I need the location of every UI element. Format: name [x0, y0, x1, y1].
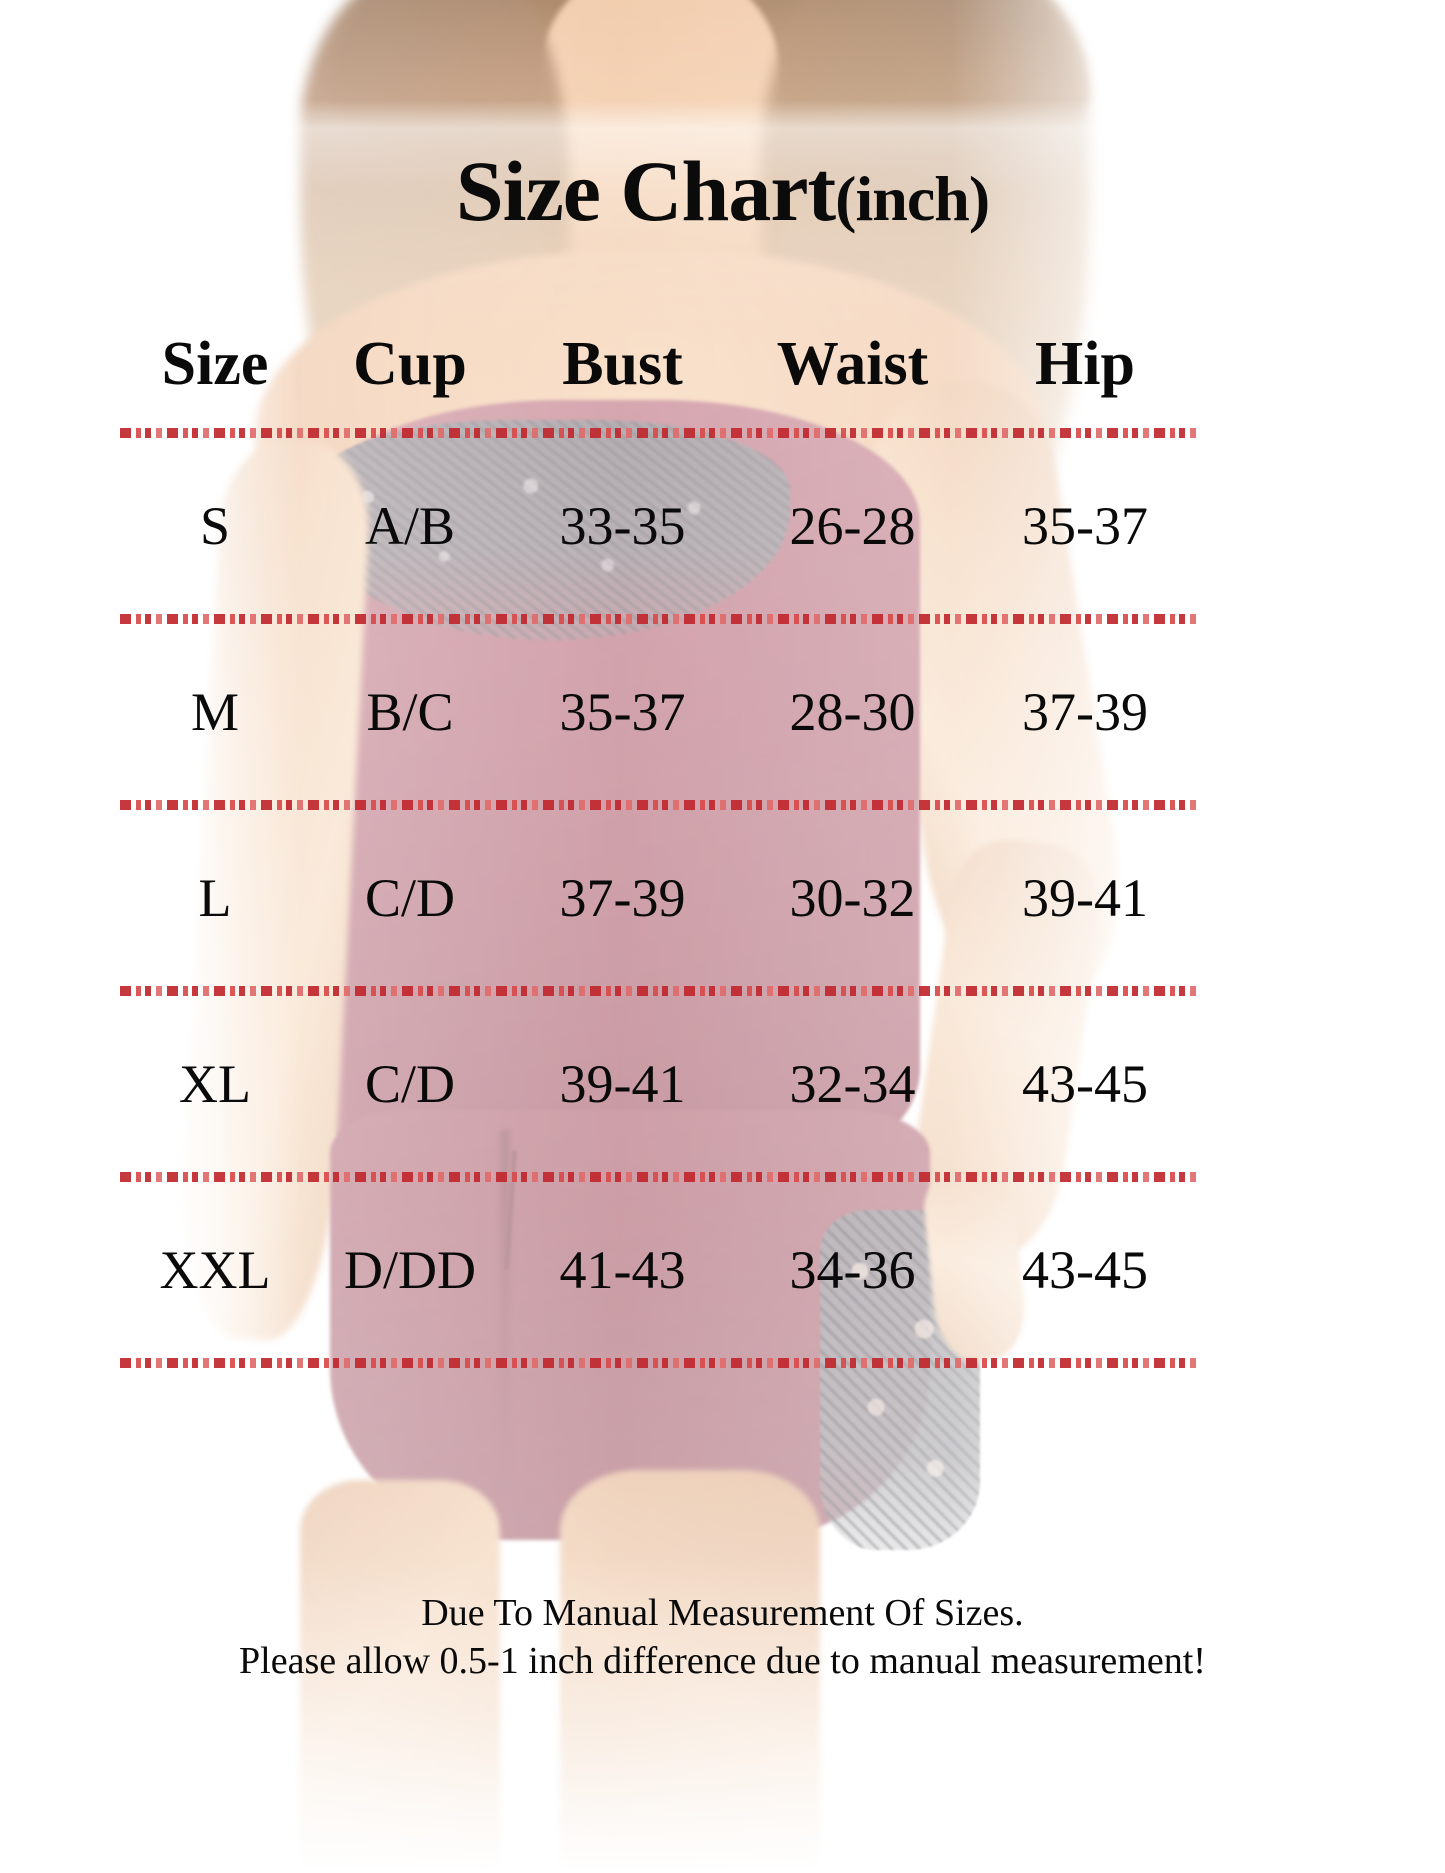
cell-waist: 30-32: [789, 868, 916, 928]
table-row: XXL D/DD 41-43 34-36 43-45: [120, 1182, 1200, 1358]
cell-waist: 26-28: [789, 496, 916, 556]
table-row: S A/B 33-35 26-28 35-37: [120, 438, 1200, 614]
column-header-cup: Cup: [353, 330, 467, 398]
cell-bust: 35-37: [559, 682, 686, 742]
row-divider: [120, 1358, 1200, 1368]
cell-cup: A/B: [364, 496, 456, 556]
cell-cup: C/D: [364, 1054, 456, 1114]
row-divider: [120, 986, 1200, 996]
cell-waist: 28-30: [789, 682, 916, 742]
size-table: Size Cup Bust Waist Hip S A/B 33-35 26-2…: [120, 300, 1200, 1368]
column-header-bust: Bust: [562, 330, 683, 398]
row-divider: [120, 1172, 1200, 1182]
column-header-size: Size: [161, 330, 269, 398]
row-divider: [120, 428, 1200, 438]
cell-hip: 43-45: [1022, 1240, 1148, 1300]
cell-size: XXL: [159, 1240, 271, 1300]
column-header-waist: Waist: [776, 330, 929, 398]
cell-size: L: [198, 868, 232, 928]
footer-line-2: Please allow 0.5-1 inch difference due t…: [239, 1639, 1206, 1682]
table-header-row: Size Cup Bust Waist Hip: [120, 300, 1200, 428]
footer-line-1: Due To Manual Measurement Of Sizes.: [421, 1592, 1024, 1634]
page-title: Size Chart(inch): [0, 148, 1445, 234]
table-row: M B/C 35-37 28-30 37-39: [120, 624, 1200, 800]
cell-cup: D/DD: [344, 1240, 476, 1300]
table-row: XL C/D 39-41 32-34 43-45: [120, 996, 1200, 1172]
footer-note: Due To Manual Measurement Of Sizes. Plea…: [0, 1590, 1445, 1685]
cell-hip: 35-37: [1022, 496, 1148, 556]
page-title-unit: (inch): [835, 163, 990, 234]
cell-waist: 34-36: [789, 1240, 916, 1300]
cell-size: S: [199, 496, 231, 556]
cell-hip: 39-41: [1022, 868, 1148, 928]
cell-hip: 43-45: [1022, 1054, 1148, 1114]
row-divider: [120, 614, 1200, 624]
cell-cup: C/D: [364, 868, 456, 928]
cell-hip: 37-39: [1022, 682, 1148, 742]
cell-bust: 39-41: [559, 1054, 686, 1114]
cell-bust: 41-43: [559, 1240, 686, 1300]
cell-size: XL: [179, 1054, 251, 1114]
photo-left-white-margin: [0, 0, 150, 1873]
page-title-main: Size Chart: [455, 143, 836, 239]
column-header-hip: Hip: [1035, 330, 1135, 398]
table-row: L C/D 37-39 30-32 39-41: [120, 810, 1200, 986]
cell-bust: 33-35: [559, 496, 686, 556]
cell-cup: B/C: [366, 682, 454, 742]
cell-bust: 37-39: [559, 868, 686, 928]
cell-size: M: [190, 682, 239, 742]
row-divider: [120, 800, 1200, 810]
photo-right-white-margin: [1230, 0, 1445, 1873]
cell-waist: 32-34: [789, 1054, 916, 1114]
